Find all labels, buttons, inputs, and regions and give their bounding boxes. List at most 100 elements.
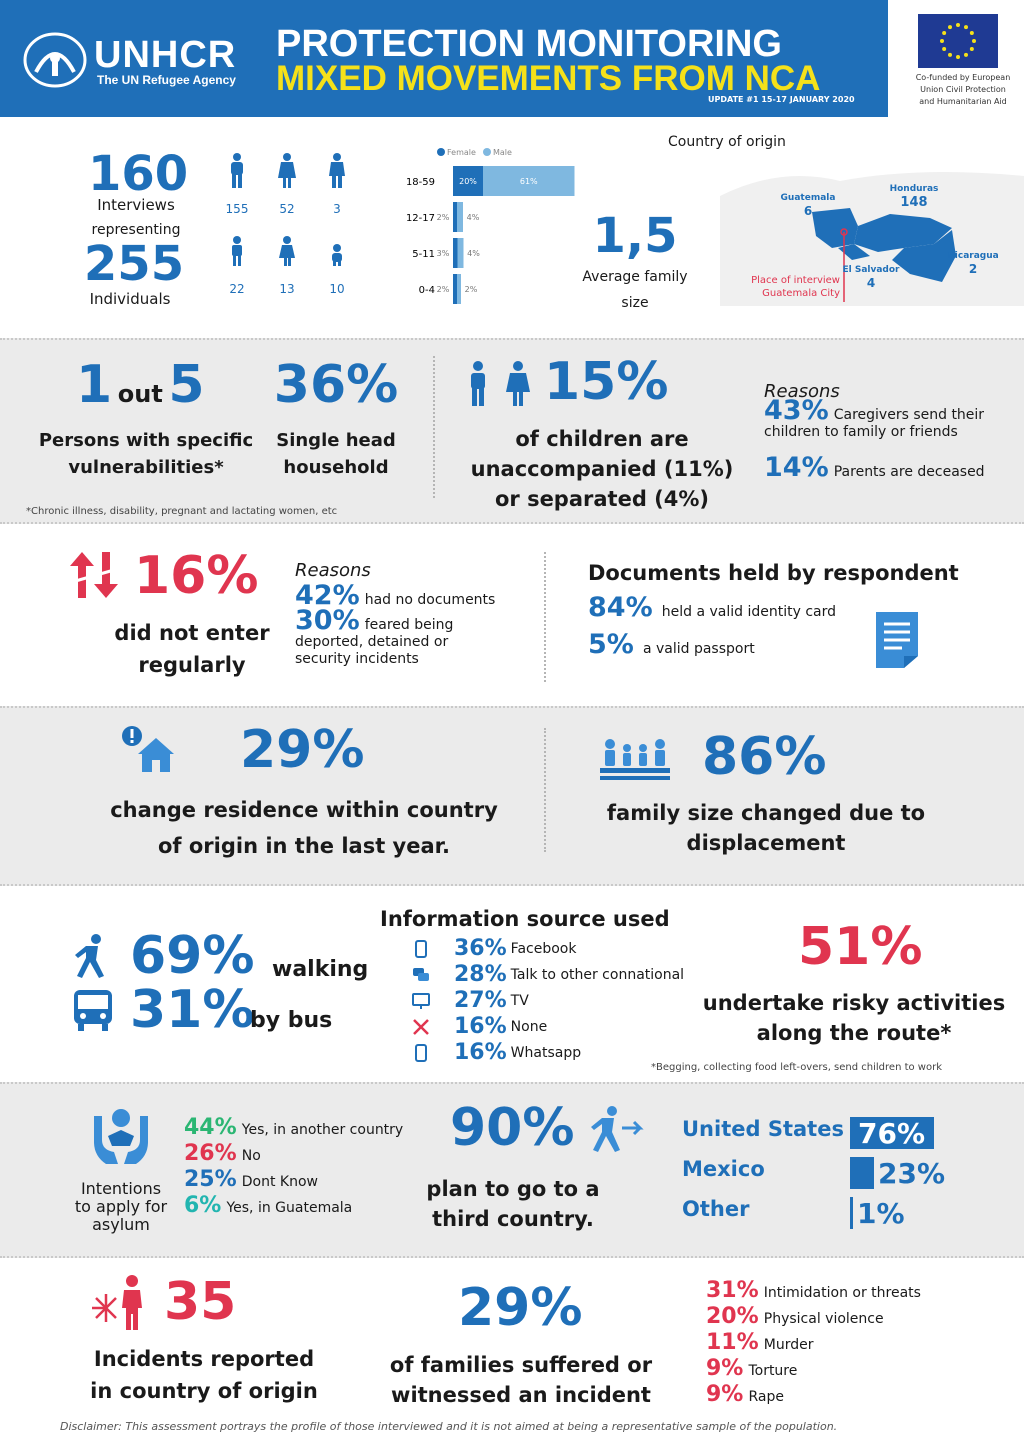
incident-type-label: Intimidation or threats [763, 1285, 921, 1301]
age-bar-value-label: 61% [520, 177, 538, 186]
divider [544, 728, 546, 852]
family-group-icon [600, 738, 670, 782]
asylum-option-pct: 25% [184, 1167, 237, 1192]
chat-icon [413, 967, 429, 981]
ratio-label: Persons with specific vulnerabilities* [38, 430, 254, 478]
guatemala-shape [812, 208, 858, 248]
eu-star [942, 47, 947, 51]
people-count-item: 10 [312, 232, 362, 296]
eu-stars-icon [940, 23, 976, 59]
children-icons [462, 360, 542, 408]
info-source-label: None [510, 1018, 548, 1035]
eu-star [948, 52, 952, 57]
age-tick-label: 5-11 [412, 249, 435, 260]
map-title: Country of origin [668, 134, 786, 150]
age-bar-value-label: 3% [437, 249, 450, 258]
legend-label: Male [493, 148, 512, 157]
families-incident-label: of families suffered or witnessed an inc… [389, 1353, 653, 1407]
vulnerability-footnote: *Chronic illness, disability, pregnant a… [26, 506, 338, 517]
asylum-option: 25% Dont Know [184, 1167, 318, 1192]
individuals-value: 255 [83, 236, 185, 292]
eu-star [972, 39, 976, 43]
incident-type-pct: 20% [706, 1304, 759, 1329]
age-bar-male [457, 238, 464, 268]
people-count-item: 22 [212, 232, 262, 296]
ratio-value: 1 out 5 [76, 355, 205, 415]
children-value: 15% [544, 352, 669, 412]
eu-star [940, 39, 944, 43]
boy-icon [232, 236, 242, 266]
destination-item: United States 76% [682, 1115, 1012, 1151]
asylum-option: 6% Yes, in Guatemala [184, 1193, 352, 1218]
incident-type-pct: 11% [706, 1330, 759, 1355]
residence-value: 29% [240, 720, 365, 780]
incident-type-label: Murder [763, 1337, 814, 1353]
age-bar-female [453, 238, 458, 268]
unhcr-emblem-icon [23, 32, 87, 88]
update-date: UPDATE #1 15-17 JANUARY 2020 [708, 95, 855, 104]
incident-type-item: 31% Intimidation or threats [706, 1278, 921, 1303]
walking-arrow-icon [586, 1106, 648, 1156]
bus-pct: 31% [130, 980, 255, 1040]
interviews-value: 160 [88, 146, 189, 202]
people-grid: 155 52 3 22 13 10 [212, 152, 362, 302]
baby-icon [332, 244, 342, 266]
eu-star [964, 52, 968, 57]
info-source-pct: 27% [454, 988, 507, 1013]
incident-type-item: 9% Rape [706, 1382, 784, 1407]
info-source-item: 16% Whatsapp [412, 1040, 581, 1065]
asylum-option-pct: 44% [184, 1115, 237, 1140]
org-tagline: The UN Refugee Agency [97, 73, 236, 87]
age-tick-label: 0-4 [419, 285, 435, 296]
man-icon [231, 153, 243, 188]
info-source-item: 16% None [412, 1014, 547, 1039]
info-source-pct: 36% [454, 936, 507, 961]
destination-pct: 23% [878, 1157, 946, 1190]
nicaragua-shape [892, 230, 956, 282]
age-bar-value-label: 20% [459, 177, 477, 186]
info-source-item: 28% Talk to other connational [412, 962, 684, 987]
legend-marker [437, 148, 445, 156]
family-size-label: Average family size [582, 269, 688, 311]
age-bar-value-label: 2% [465, 285, 478, 294]
tv-icon [412, 992, 430, 1009]
phone-icon [415, 1043, 427, 1062]
divider [544, 552, 546, 682]
incident-type-label: Torture [748, 1363, 798, 1379]
map-label-nicaragua: Nicaragua 2 [947, 251, 999, 276]
destination-name: Other [682, 1197, 750, 1221]
destination-name: Mexico [682, 1157, 765, 1181]
people-count-item: 155 [212, 152, 262, 216]
age-bar-male [483, 166, 575, 196]
info-source-label: Talk to other connational [510, 966, 685, 983]
asylum-option-label: Yes, in another country [241, 1122, 404, 1138]
people-count-item: 3 [312, 152, 362, 216]
info-source-label: Facebook [510, 940, 577, 957]
people-count-value: 155 [225, 202, 249, 216]
entry-reason-2: 30% feared being deported, detained or s… [295, 605, 454, 667]
eu-star [956, 23, 960, 27]
eu-flag [918, 14, 998, 68]
eu-star [969, 47, 974, 51]
person-icon [329, 153, 345, 188]
risky-footnote: *Begging, collecting food left-overs, se… [651, 1062, 943, 1073]
asylum-option: 44% Yes, in another country [184, 1115, 403, 1140]
eu-star [969, 31, 974, 35]
people-count-value: 52 [279, 202, 295, 216]
incident-type-item: 20% Physical violence [706, 1304, 884, 1329]
incident-type-label: Physical violence [763, 1311, 884, 1327]
age-tick-label: 18-59 [406, 177, 435, 188]
children-icon [471, 361, 530, 406]
destination-item: Mexico 23% [682, 1155, 1012, 1191]
residence-section [0, 706, 1024, 886]
risky-label: undertake risky activities along the rou… [702, 991, 1006, 1045]
entry-reason-1: 42% had no documents [295, 580, 496, 611]
family-changed-value: 86% [702, 727, 827, 787]
people-count-item: 52 [262, 152, 312, 216]
eu-star [948, 25, 952, 30]
walking-icon [72, 934, 110, 980]
document-icon [874, 610, 920, 670]
family-size-value: 1,5 [592, 208, 678, 264]
children-reason-2: 14% Parents are deceased [764, 452, 985, 483]
destination-bar [850, 1197, 853, 1229]
